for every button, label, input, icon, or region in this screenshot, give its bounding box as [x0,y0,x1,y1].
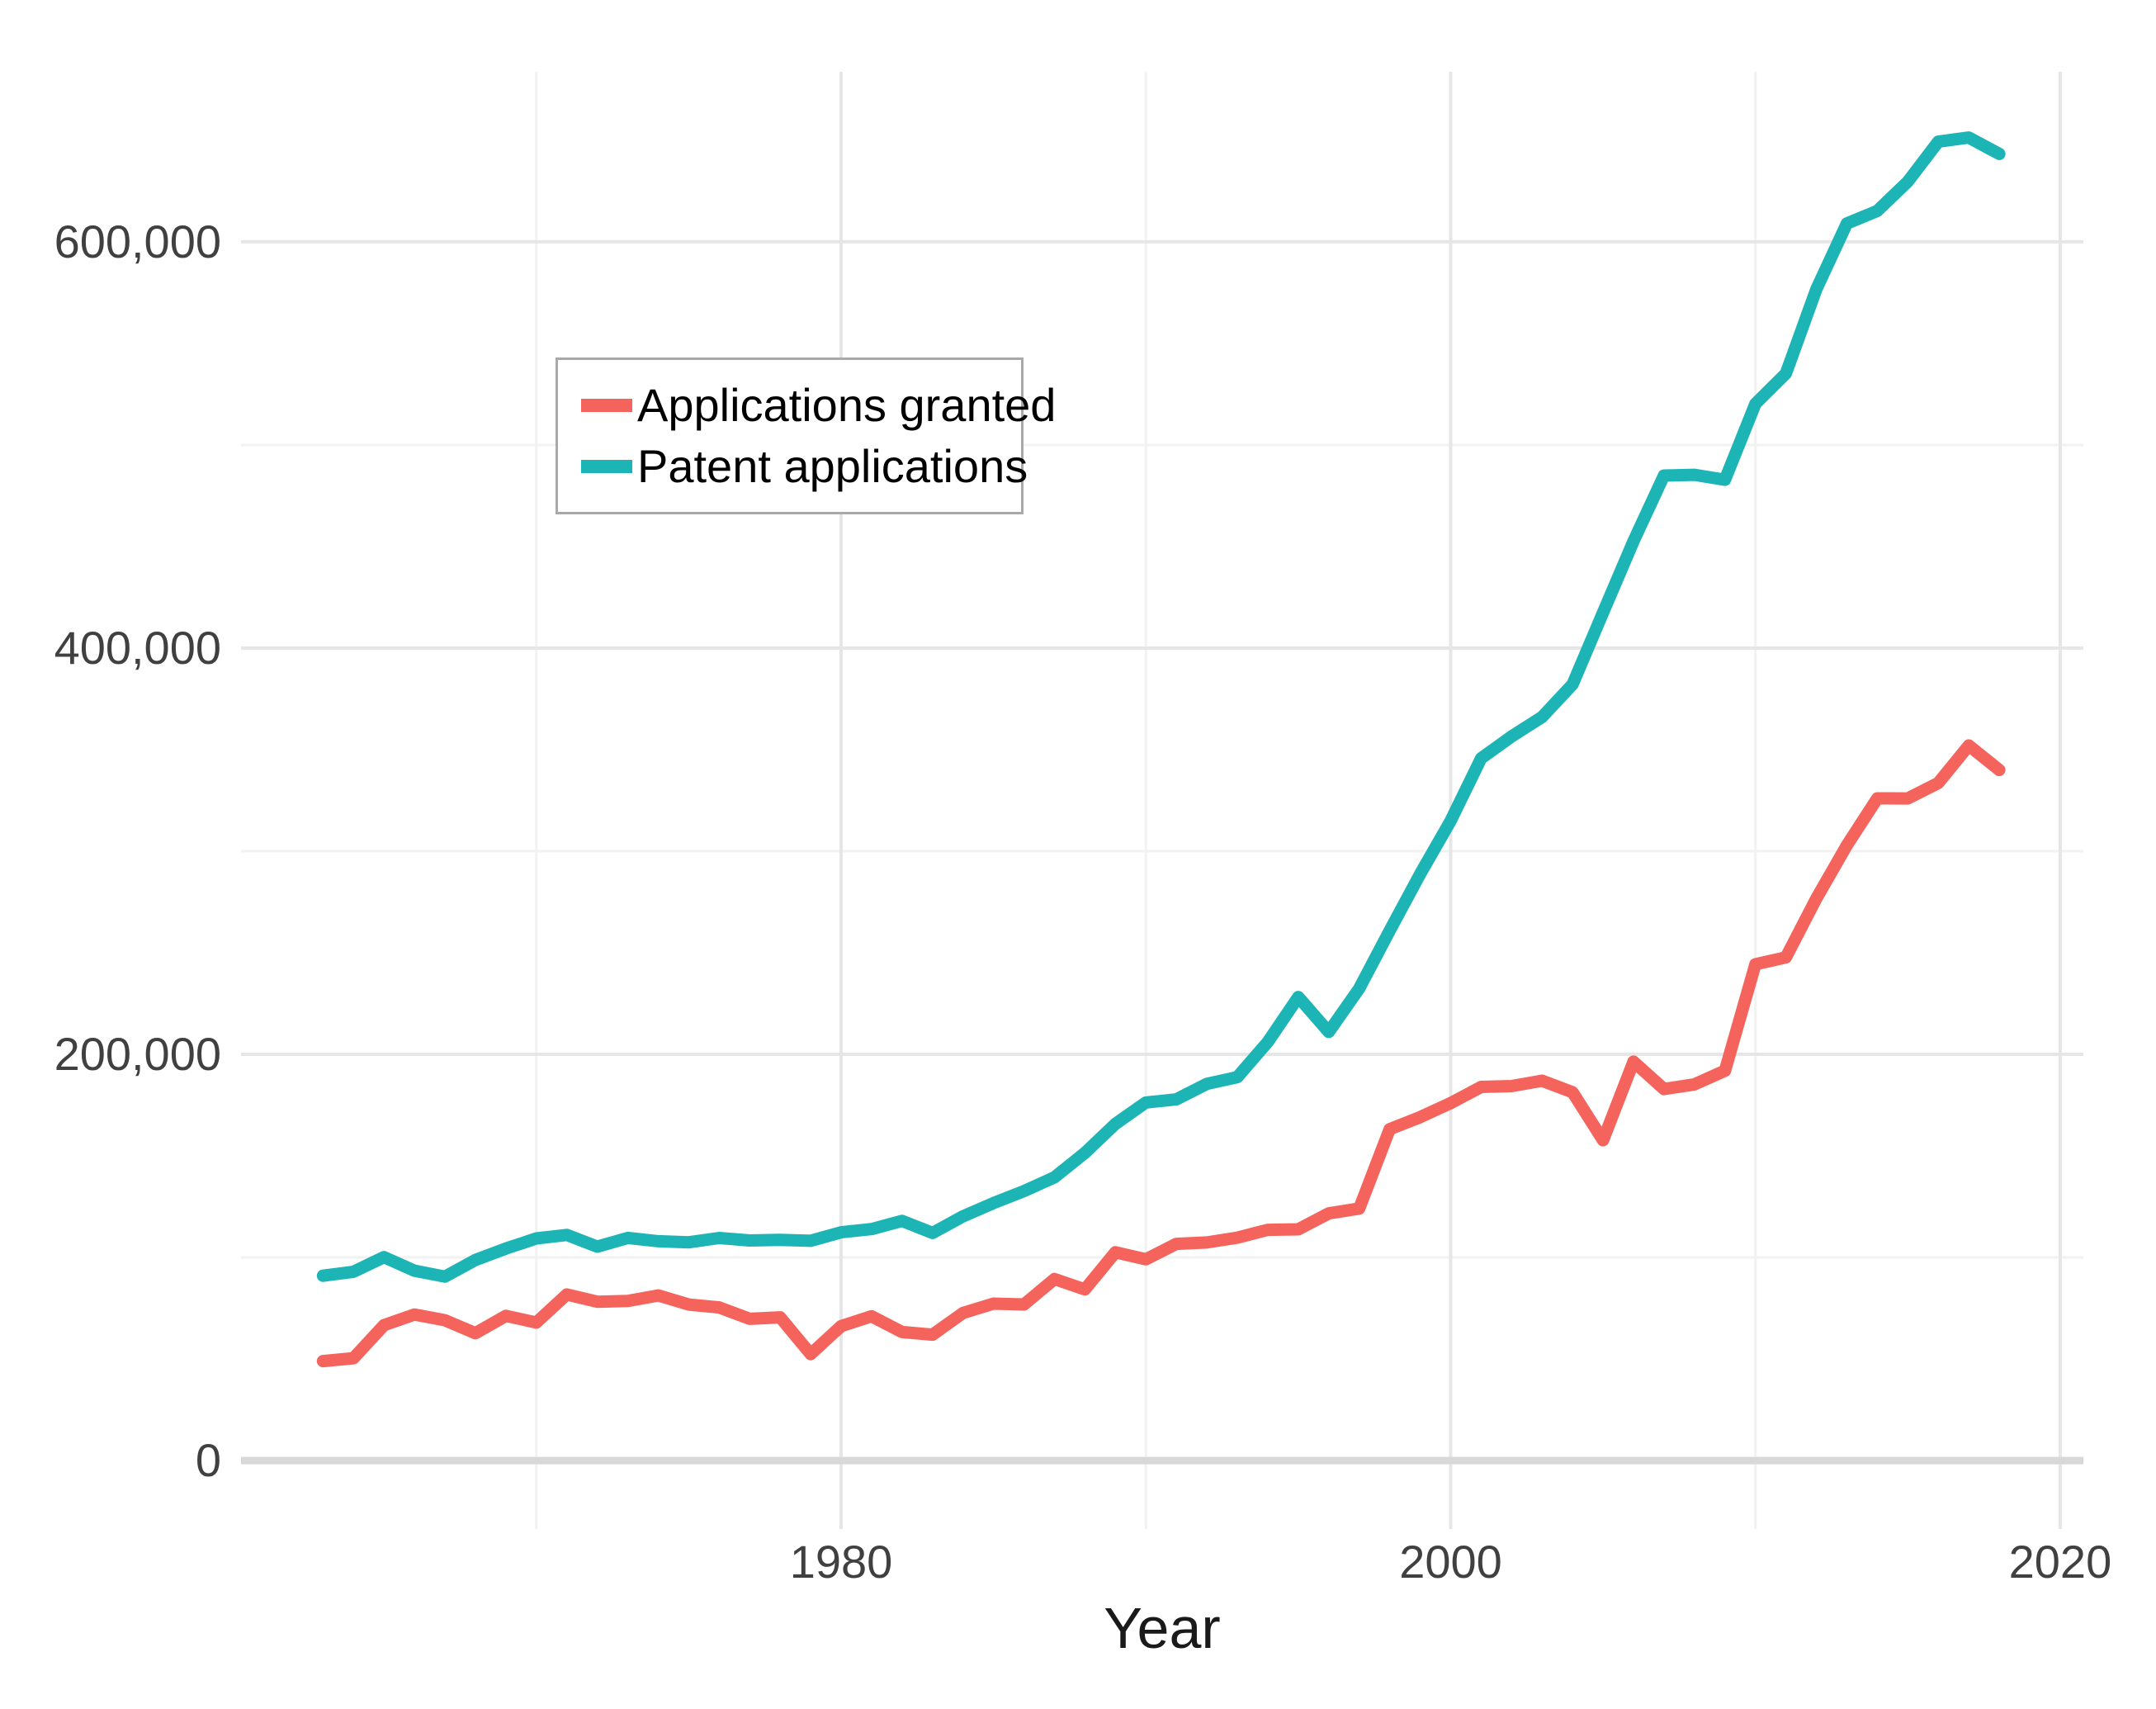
y-tick-label: 0 [196,1434,221,1486]
legend-item-patent-applications: Patent applications [581,443,1028,490]
y-tick-label: 400,000 [54,622,221,674]
series-line-patent-applications [316,131,2006,1283]
x-tick-label: 2020 [2009,1536,2112,1588]
y-tick-label: 600,000 [54,215,221,267]
y-tick-label: 200,000 [54,1028,221,1080]
legend-swatch-applications-granted [581,399,632,412]
legend-item-applications-granted: Applications granted [581,381,1056,429]
x-axis-title: Year [1104,1596,1221,1660]
x-tick-label: 2000 [1399,1536,1502,1588]
legend: Applications granted Patent applications [556,357,1056,514]
legend-label-applications-granted: Applications granted [637,379,1057,431]
legend-label-patent-applications: Patent applications [637,440,1028,492]
series-line-applications-granted [316,739,2006,1368]
x-tick-label: 1980 [790,1536,893,1588]
legend-swatch-patent-applications [581,460,632,473]
